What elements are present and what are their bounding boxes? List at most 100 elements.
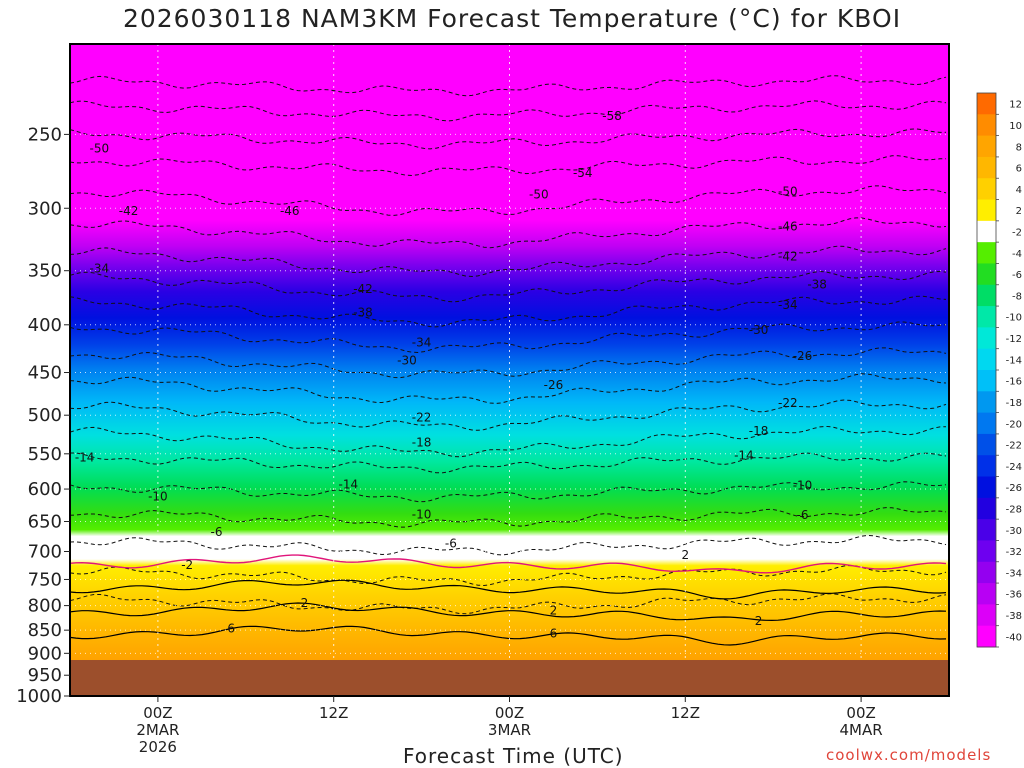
y-tick-label: 1000 xyxy=(16,686,62,707)
colorbar-swatch xyxy=(977,455,996,478)
colorbar-label: -40 xyxy=(1006,632,1022,643)
isotherm-contours xyxy=(69,75,947,646)
x-tick-label: 2026 xyxy=(139,738,177,756)
contour-label: -10 xyxy=(148,489,168,503)
y-tick-label: 850 xyxy=(28,620,62,641)
contour-label: 6 xyxy=(227,621,235,635)
contour-label: -38 xyxy=(353,305,373,319)
y-tick-label: 700 xyxy=(28,542,62,563)
colorbar-label: -36 xyxy=(1006,590,1022,601)
y-tick-label: 750 xyxy=(28,569,62,590)
y-tick-label: 350 xyxy=(28,261,62,282)
x-tick-label: 00Z xyxy=(495,704,524,722)
y-tick-label: 450 xyxy=(28,363,62,384)
colorbar-label: -12 xyxy=(1006,334,1022,345)
colorbar-swatch xyxy=(977,476,996,499)
colorbar-label: -16 xyxy=(1006,377,1022,388)
colorbar-swatch xyxy=(977,93,996,115)
contour-label: -34 xyxy=(778,298,798,312)
contour-label: -18 xyxy=(412,436,432,450)
contour-label: 2 xyxy=(550,604,558,618)
contour-label: -22 xyxy=(778,396,798,410)
contour-label: -38 xyxy=(807,277,827,291)
isotherm-line xyxy=(69,507,947,528)
colorbar-label: -30 xyxy=(1006,526,1022,537)
colorbar-label: -2 xyxy=(1012,228,1022,239)
contour-label: -50 xyxy=(529,188,549,202)
contour-label: -14 xyxy=(734,448,754,462)
y-tick-label: 300 xyxy=(28,198,62,219)
contour-labels: -58-54-50-50 -50-46-46-42-42-42-38-38-34-… xyxy=(75,109,827,640)
contour-label: -6 xyxy=(797,508,809,522)
contour-label: 2 xyxy=(681,548,689,562)
contour-label: -22 xyxy=(412,411,432,425)
isotherm-line xyxy=(69,347,947,379)
contour-label: -50 xyxy=(89,142,109,156)
contour-label: -42 xyxy=(353,282,373,296)
warm-isotherm-line xyxy=(69,625,947,646)
isotherm-line xyxy=(69,534,947,556)
isotherm-line xyxy=(69,295,947,328)
y-tick-label: 500 xyxy=(28,405,62,426)
contour-label: -54 xyxy=(573,166,593,180)
warm-isotherm-line xyxy=(69,579,947,600)
contour-label: -10 xyxy=(412,508,432,522)
contour-label: -26 xyxy=(793,349,813,363)
isotherm-line xyxy=(69,75,947,97)
isotherm-line xyxy=(69,321,947,354)
x-axis-label: Forecast Time (UTC) xyxy=(403,744,624,768)
colorbar-swatch xyxy=(977,135,996,158)
isotherm-line xyxy=(69,185,947,216)
colorbar-label: -28 xyxy=(1006,505,1022,516)
x-tick-label: 00Z xyxy=(143,704,172,722)
colorbar-label: 10 xyxy=(1009,121,1022,132)
isotherm-line xyxy=(69,425,947,458)
colorbar-swatch xyxy=(977,391,996,414)
isotherm-line xyxy=(69,155,947,177)
contour-label: -46 xyxy=(280,204,300,218)
colorbar-swatch xyxy=(977,327,996,350)
contour-label: -26 xyxy=(544,378,564,392)
colorbar-label: -4 xyxy=(1012,249,1022,260)
colorbar-label: -38 xyxy=(1006,611,1022,622)
contour-label: -46 xyxy=(778,220,798,234)
y-tick-label: 800 xyxy=(28,596,62,617)
y-tick-label: 550 xyxy=(28,444,62,465)
colorbar-swatch xyxy=(977,625,996,648)
isotherm-line xyxy=(69,373,947,405)
y-tick-label: 400 xyxy=(28,315,62,336)
colorbar-label: -24 xyxy=(1006,462,1022,473)
contour-label: -50 xyxy=(778,185,798,199)
contour-label: -58 xyxy=(602,109,622,123)
credit-link[interactable]: coolwx.com/models xyxy=(826,746,992,764)
contour-label: -34 xyxy=(412,336,432,350)
contour-label: -42 xyxy=(119,204,139,218)
colorbar-swatch xyxy=(977,433,996,456)
colorbar-swatch xyxy=(977,306,996,328)
contour-label: -30 xyxy=(397,354,417,368)
colorbar-swatch xyxy=(977,348,996,371)
y-tick-label: 600 xyxy=(28,479,62,500)
isotherm-line xyxy=(69,245,947,278)
isotherm-line xyxy=(70,452,947,474)
contour-label: -6 xyxy=(445,536,457,550)
colorbar-label: 12 xyxy=(1009,100,1022,111)
isotherm-line xyxy=(69,481,947,503)
x-tick-label: 12Z xyxy=(671,704,700,722)
colorbar-swatch xyxy=(977,242,996,264)
colorbar-swatch xyxy=(977,540,996,563)
isotherm-line xyxy=(69,100,947,122)
colorbar-label: 2 xyxy=(1016,206,1022,217)
y-axis: 2503003504004505005506006507007508008509… xyxy=(16,124,70,707)
x-tick-label: 4MAR xyxy=(840,721,883,739)
colorbar-label: -10 xyxy=(1006,313,1022,324)
colorbar-swatch xyxy=(977,178,996,201)
contour-label: -10 xyxy=(793,479,813,493)
colorbar-label: -6 xyxy=(1012,270,1022,281)
isotherm-line xyxy=(69,270,947,303)
colorbar-label: -22 xyxy=(1006,441,1022,452)
isotherm-line xyxy=(69,217,947,249)
colorbar-swatch xyxy=(977,604,996,627)
isotherm-line xyxy=(69,128,947,150)
